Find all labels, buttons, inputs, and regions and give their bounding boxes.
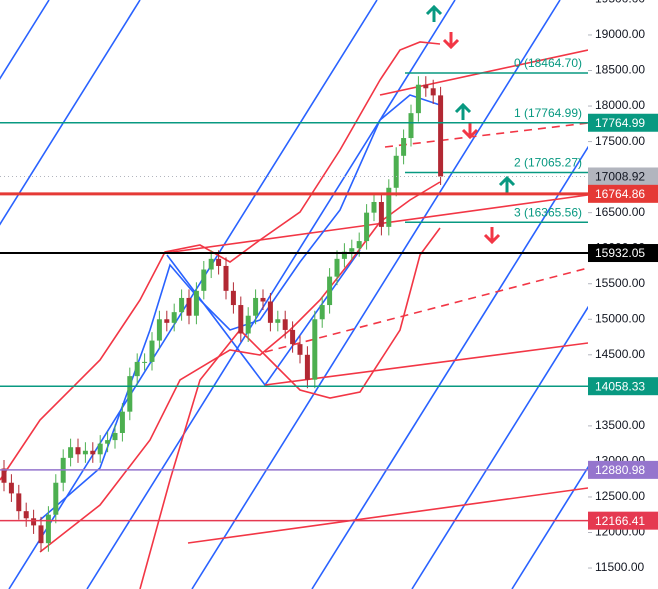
candle-body [68, 447, 74, 458]
candle-body [193, 290, 199, 316]
fib-label: 1 (17764.99) [514, 106, 582, 120]
candle-body [304, 354, 310, 380]
plot: 0 (18464.70) 1 (17764.99) 2 (17065.27) 3 (1… [0, 56, 588, 552]
price-level-label: 12166.41 [595, 514, 645, 528]
price-level-box [588, 460, 658, 479]
y-tick-label: 14500.00 [595, 347, 645, 361]
candle-body [53, 482, 59, 515]
candle-body [38, 525, 44, 544]
y-tick-label: 12500.00 [595, 489, 645, 503]
candle-body [45, 514, 51, 544]
candle-body [253, 297, 259, 316]
candle-body [119, 411, 125, 433]
y-tick-label: 19000.00 [595, 27, 645, 41]
candle-body [149, 340, 155, 362]
candle-body [1, 468, 7, 483]
price-level-box [588, 244, 658, 263]
bollinger-bands [0, 41, 441, 589]
price-level-box [588, 377, 658, 396]
candle-body [23, 511, 29, 519]
fib-label: 0 (18464.70) [514, 56, 582, 70]
price-level-label: 14058.33 [595, 379, 645, 393]
y-tick-label: 19500.00 [595, 0, 645, 6]
trend-lines [164, 49, 588, 544]
price-level-label: 15932.05 [595, 246, 645, 260]
candle-body [401, 138, 407, 156]
y-tick-label: 15500.00 [595, 276, 645, 290]
candle-body [238, 305, 244, 334]
candle-body [216, 258, 222, 266]
price-level-label: 17764.99 [595, 116, 645, 130]
candle-body [423, 84, 429, 89]
candle-body [112, 432, 118, 441]
candle-body [8, 482, 14, 494]
candle-body [282, 319, 288, 330]
candle-body [267, 301, 273, 323]
y-tick-label: 17500.00 [595, 134, 645, 148]
candle-body [142, 361, 148, 363]
candle-body [156, 319, 162, 341]
y-tick-label: 18500.00 [595, 63, 645, 77]
price-level-box [588, 167, 658, 186]
candle-body [393, 155, 399, 188]
y-tick-label: 18000.00 [595, 98, 645, 112]
candle-body [201, 269, 207, 291]
candle-body [334, 258, 340, 277]
candle-body [371, 201, 377, 213]
candle-body [186, 297, 192, 316]
price-level-label: 16764.86 [595, 187, 645, 201]
candle-body [341, 251, 347, 259]
candle-body [134, 361, 140, 377]
candle-body [31, 518, 37, 526]
y-tick-label: 16500.00 [595, 205, 645, 219]
candle-body [179, 297, 185, 313]
candle-body [275, 319, 281, 323]
price-level-box [588, 511, 658, 530]
candle-body [438, 95, 444, 177]
price-level-label: 12880.98 [595, 463, 645, 477]
candle-body [16, 493, 22, 512]
price-axis: 11500.0012000.0012500.0013000.0013500.00… [588, 0, 658, 574]
y-tick-label: 11500.00 [595, 560, 644, 574]
candle-body [245, 315, 251, 334]
candle-body [415, 84, 421, 114]
candle-body [90, 450, 96, 455]
candle-body [312, 319, 318, 380]
candle-body [164, 319, 170, 323]
candle-body [230, 290, 236, 306]
price-level-box [588, 113, 658, 132]
candle-body [386, 187, 392, 227]
candle-body [327, 276, 333, 306]
candle-body [356, 241, 362, 249]
candle-body [290, 329, 296, 345]
candle-body [105, 440, 111, 444]
candle-body [75, 447, 81, 455]
candle-body [260, 297, 266, 302]
candle-body [319, 305, 325, 320]
candle-body [408, 113, 414, 139]
candle-body [297, 344, 303, 355]
candle-body [223, 265, 229, 291]
fib-label: 2 (17065.27) [514, 156, 582, 170]
arrows [425, 4, 516, 245]
candle-body [349, 248, 355, 252]
price-level-label: 17008.92 [595, 170, 645, 184]
candle-body [378, 201, 384, 227]
y-tick-label: 15000.00 [595, 311, 645, 325]
candle-body [208, 258, 214, 270]
y-tick-label: 13500.00 [595, 418, 645, 432]
candle-body [171, 312, 177, 323]
candle-body [430, 88, 436, 96]
candle-body [127, 376, 133, 412]
candle-body [364, 212, 370, 242]
candle-body [82, 450, 88, 455]
price-level-box [588, 184, 658, 203]
fib-label: 3 (16365.56) [514, 205, 582, 219]
candle-body [97, 443, 103, 455]
